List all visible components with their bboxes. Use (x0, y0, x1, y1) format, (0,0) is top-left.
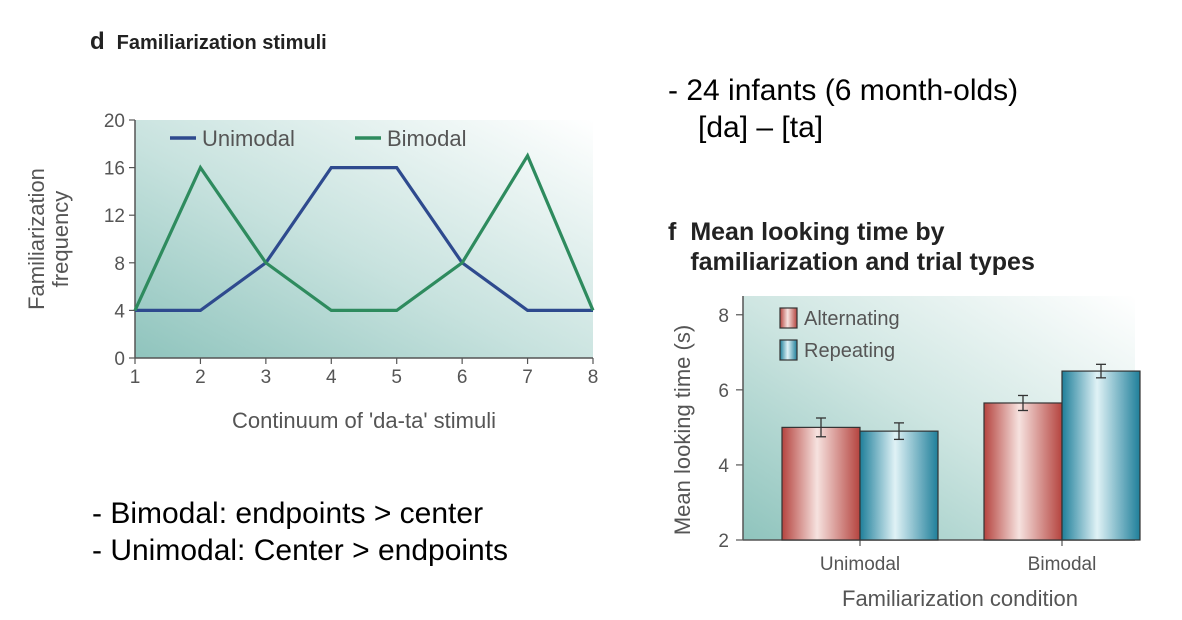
panel-f-title-line2: familiarization and trial types (690, 248, 1035, 276)
x-tick-label-d: 8 (588, 367, 599, 388)
legend-swatch-repeating (779, 339, 798, 361)
bar-repeating-bimodal (1061, 370, 1141, 541)
y-tick-label-d: 16 (104, 159, 125, 180)
legend-label-repeating: Repeating (804, 340, 895, 362)
y-tick-label-d: 0 (114, 349, 125, 370)
legend-swatch-alternating (779, 307, 798, 329)
y-axis-label-d: Familiarizationfrequency (24, 168, 73, 310)
legend-label-bimodal: Bimodal (387, 126, 466, 151)
y-axis-label-line-d: Familiarization (24, 168, 49, 310)
panel-f-letter: f (668, 218, 677, 246)
panel-f-title-line1: Mean looking time by (690, 218, 945, 246)
x-tick-label-d: 6 (457, 367, 468, 388)
unimodal-note: - Unimodal: Center > endpoints (92, 534, 509, 567)
panel-d-title: d Familiarization stimuli (90, 28, 327, 56)
study-note-line1: - 24 infants (6 month-olds) (668, 74, 1019, 107)
bar-chart-looking-time: 2 4 6 8 Mean looking time (s) Familiarization… (670, 296, 1141, 611)
y-axis-label-line-d: frequency (48, 191, 73, 288)
x-axis-label-f: Familiarization condition (842, 586, 1078, 611)
bar-alternating-bimodal (983, 402, 1063, 541)
y-tick-label-d: 20 (104, 111, 125, 132)
y-axis-label-f: Mean looking time (s) (670, 325, 695, 535)
panel-d-title-text: Familiarization stimuli (116, 32, 327, 54)
y-tick-label-f: 8 (718, 306, 729, 327)
study-note-line2: [da] – [ta] (698, 111, 824, 144)
series-line-bimodal (133, 152, 595, 312)
series-line-unimodal (135, 165, 593, 312)
y-tick-label-f: 4 (718, 456, 729, 477)
y-tick-label-d: 8 (114, 254, 125, 275)
x-tick-label-d: 3 (261, 367, 272, 388)
panel-d-letter: d (90, 28, 105, 55)
x-tick-label-f: Unimodal (820, 554, 900, 575)
study-note: - 24 infants (6 month-olds) [da] – [ta] (668, 72, 1018, 146)
plot-area-d (135, 120, 593, 358)
y-tick-label-f: 2 (718, 531, 729, 552)
y-tick-label-d: 4 (114, 301, 125, 322)
legend-label-alternating: Alternating (804, 308, 900, 330)
x-tick-label-d: 5 (391, 367, 402, 388)
bar-repeating-unimodal (859, 430, 939, 541)
panel-f-title: f Mean looking time by familiarization a… (668, 217, 1035, 277)
y-tick-label-f: 6 (718, 381, 729, 402)
legend-label-unimodal: Unimodal (202, 126, 295, 151)
x-tick-label-d: 2 (195, 367, 206, 388)
bar-alternating-unimodal (781, 426, 861, 541)
distribution-notes: - Bimodal: endpoints > center - Unimodal… (92, 495, 508, 569)
y-tick-label-d: 12 (104, 206, 125, 227)
x-tick-label-d: 7 (522, 367, 533, 388)
x-tick-label-d: 4 (326, 367, 337, 388)
x-axis-label-d: Continuum of 'da-ta' stimuli (232, 408, 496, 433)
bimodal-note: - Bimodal: endpoints > center (92, 497, 484, 530)
x-tick-label-d: 1 (130, 367, 141, 388)
x-tick-label-f: Bimodal (1028, 554, 1097, 575)
